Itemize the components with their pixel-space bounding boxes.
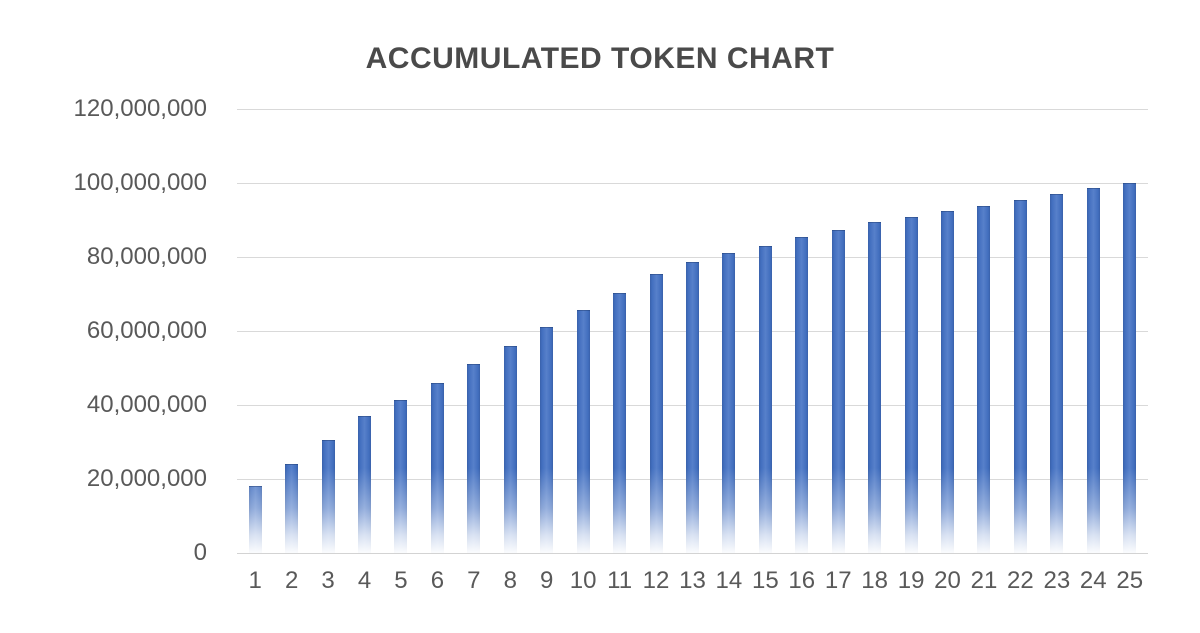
- bar-5: [394, 399, 408, 553]
- x-tick-label: 24: [1079, 567, 1107, 594]
- y-axis-labels: 120,000,000 100,000,000 80,000,000 60,000,0…: [0, 95, 207, 566]
- bar-slot: [529, 109, 565, 553]
- bar-15: [758, 245, 772, 553]
- bar-10: [576, 309, 590, 553]
- y-tick-label: 40,000,000: [86, 390, 207, 418]
- bar-6: [430, 383, 444, 553]
- bar-slot: [747, 109, 783, 553]
- bar-24: [1086, 188, 1100, 553]
- x-axis-line: [237, 553, 1148, 554]
- bar-slot: [820, 109, 856, 553]
- x-tick-label: 21: [970, 567, 998, 594]
- plot-area: [237, 109, 1148, 554]
- bar-slot: [383, 109, 419, 553]
- chart-title: ACCUMULATED TOKEN CHART: [365, 42, 835, 75]
- gridline: [237, 109, 1148, 110]
- bar-17: [831, 229, 845, 553]
- x-tick-label: 22: [1007, 567, 1034, 594]
- x-tick-label: 14: [715, 567, 743, 594]
- x-tick-label: 7: [467, 567, 481, 594]
- bar-slot: [492, 109, 528, 553]
- bars-layer: [237, 109, 1148, 553]
- bar-slot: [1039, 109, 1075, 553]
- x-tick-label: 4: [357, 567, 372, 594]
- bar-slot: [966, 109, 1002, 553]
- x-tick-label: 11: [607, 567, 633, 594]
- x-tick-label: 19: [897, 567, 925, 594]
- bar-slot: [893, 109, 929, 553]
- bar-7: [467, 364, 481, 553]
- bar-slot: [784, 109, 820, 553]
- bar-22: [1013, 200, 1027, 553]
- bar-slot: [310, 109, 346, 553]
- bar-slot: [456, 109, 492, 553]
- bar-slot: [419, 109, 455, 553]
- x-tick-label: 8: [503, 567, 517, 594]
- bar-23: [1050, 194, 1064, 553]
- bar-13: [685, 261, 699, 553]
- y-tick-label: 0: [193, 539, 207, 566]
- bar-slot: [565, 109, 601, 553]
- x-axis-labels: 1 2 3 4 5 6 7 8 9 10 11 12 13 14 15 16 17 18 19 20 21 22 23 24 2…: [237, 567, 1148, 595]
- bar-slot: [1075, 109, 1111, 553]
- bar-21: [977, 205, 991, 553]
- bar-16: [795, 237, 809, 553]
- y-tick-label: 120,000,000: [73, 95, 207, 122]
- x-tick-label: 16: [788, 567, 816, 594]
- bar-25: [1123, 183, 1137, 553]
- bar-20: [941, 211, 955, 553]
- gridline: [237, 182, 1148, 184]
- bar-slot: [856, 109, 892, 553]
- gridline: [237, 256, 1148, 258]
- x-tick-label: 1: [248, 567, 262, 594]
- bar-slot: [711, 109, 747, 553]
- x-tick-label: 18: [861, 567, 888, 594]
- bar-9: [540, 327, 554, 553]
- x-tick-label: 17: [824, 567, 852, 594]
- x-tick-label: 25: [1116, 567, 1144, 594]
- x-tick-label: 6: [430, 567, 445, 594]
- bar-3: [321, 440, 335, 553]
- bar-slot: [674, 109, 710, 553]
- x-tick-label: 15: [751, 567, 779, 594]
- y-tick-label: 100,000,000: [73, 168, 207, 196]
- x-tick-label: 12: [642, 567, 670, 594]
- y-tick-label: 60,000,000: [86, 317, 207, 344]
- bar-slot: [273, 109, 309, 553]
- y-tick-label: 20,000,000: [86, 465, 207, 492]
- x-tick-label: 10: [569, 567, 597, 594]
- x-tick-label: 5: [394, 567, 408, 594]
- x-tick-label: 9: [540, 567, 554, 594]
- bar-1: [248, 486, 262, 553]
- x-tick-label: 3: [321, 567, 335, 594]
- x-tick-label: 13: [679, 567, 706, 594]
- x-tick-label: 20: [934, 567, 961, 594]
- bar-slot: [638, 109, 674, 553]
- bar-12: [649, 273, 663, 553]
- y-tick-label: 80,000,000: [86, 242, 207, 270]
- bar-slot: [601, 109, 637, 553]
- bar-slot: [929, 109, 965, 553]
- bar-19: [904, 216, 918, 553]
- bar-slot: [1002, 109, 1038, 553]
- x-tick-label: 23: [1043, 567, 1071, 594]
- bar-14: [722, 252, 736, 553]
- bar-2: [285, 463, 299, 553]
- bar-8: [503, 346, 517, 553]
- bar-18: [868, 221, 882, 553]
- bar-4: [358, 416, 372, 553]
- bar-11: [613, 292, 627, 553]
- bar-slot: [346, 109, 382, 553]
- x-tick-label: 2: [284, 567, 299, 594]
- bar-slot: [1112, 109, 1148, 553]
- bar-slot: [237, 109, 273, 553]
